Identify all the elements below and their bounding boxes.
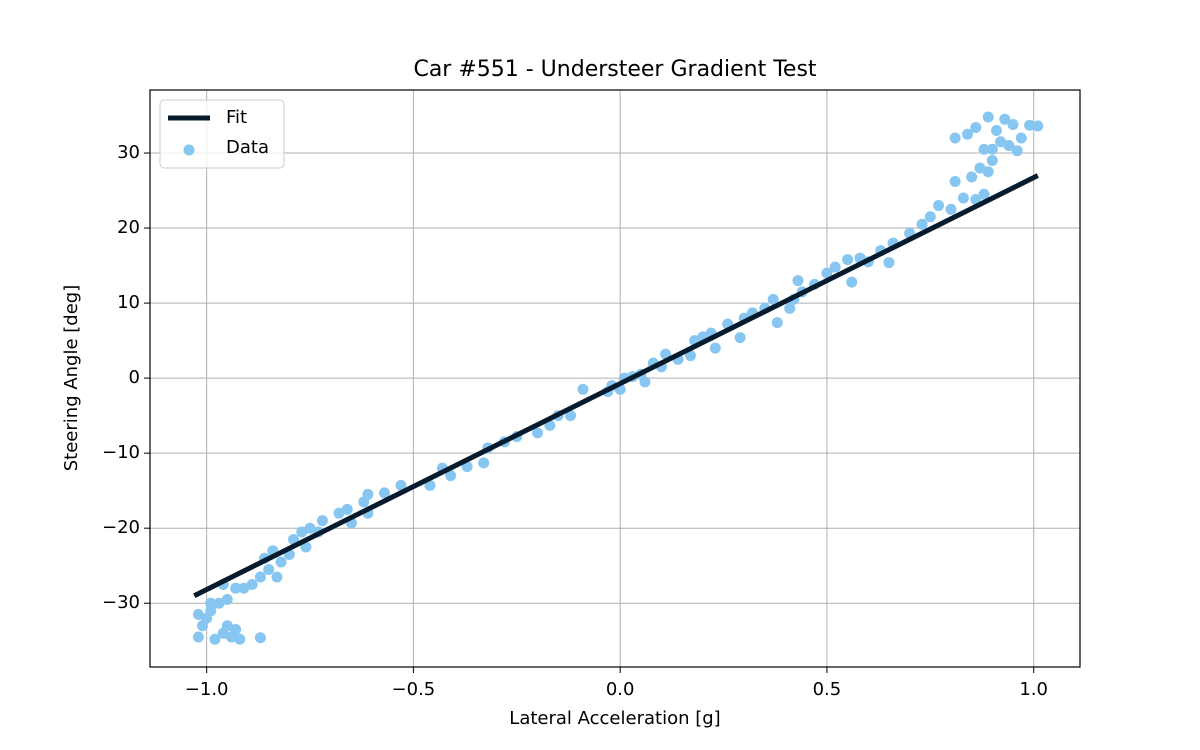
data-point (982, 166, 994, 178)
data-point (378, 487, 390, 499)
data-point (341, 503, 353, 515)
data-point (639, 376, 651, 388)
data-point (230, 582, 242, 594)
data-point (986, 155, 998, 167)
axes-frame (149, 89, 1081, 668)
data-point (684, 350, 696, 362)
data-point (1032, 120, 1044, 132)
data-point (949, 176, 961, 188)
data-point (978, 143, 990, 155)
legend-label: Fit (226, 107, 247, 128)
data-point (767, 293, 779, 305)
data-point (531, 427, 543, 439)
data-point (296, 526, 308, 538)
data-point (986, 143, 998, 155)
chart-title: Car #551 - Understeer Gradient Test (413, 57, 816, 82)
x-tick-label: 1.0 (1019, 679, 1048, 700)
legend-swatch (183, 144, 195, 156)
x-tick-label: −1.0 (185, 679, 229, 700)
data-point (846, 276, 858, 288)
data-point (478, 457, 490, 469)
data-point (978, 188, 990, 200)
data-point (246, 578, 258, 590)
data-point (1011, 145, 1023, 157)
data-point (957, 192, 969, 204)
data-point (883, 257, 895, 269)
data-point (445, 470, 457, 482)
data-point (962, 128, 974, 140)
data-point (238, 582, 250, 594)
data-point (221, 620, 233, 632)
data-point (982, 111, 994, 123)
y-tick-label: 10 (117, 292, 140, 313)
data-point (213, 597, 225, 609)
data-point (1015, 132, 1027, 144)
data-point (945, 203, 957, 215)
data-point (990, 125, 1002, 137)
data-point (916, 218, 928, 230)
data-point (995, 136, 1007, 148)
data-point (395, 479, 407, 491)
data-point (234, 633, 246, 645)
data-point (970, 122, 982, 134)
data-point (271, 571, 283, 583)
data-point (263, 563, 275, 575)
x-axis-label: Lateral Acceleration [g] (509, 708, 720, 729)
data-point (230, 623, 242, 635)
data-point (424, 479, 436, 491)
data-point (974, 162, 986, 174)
legend-label: Data (226, 137, 269, 158)
data-point (842, 254, 854, 266)
x-tick-label: 0.0 (606, 679, 635, 700)
y-tick-label: 0 (129, 367, 140, 388)
data-point (221, 593, 233, 605)
data-point (304, 522, 316, 534)
data-point (734, 332, 746, 344)
data-point (205, 597, 217, 609)
data-point (821, 267, 833, 279)
x-tick-label: −0.5 (392, 679, 436, 700)
data-point (792, 275, 804, 287)
y-axis-label: Steering Angle [deg] (61, 285, 82, 472)
data-point (924, 211, 936, 223)
data-point (1003, 140, 1015, 152)
data-point (565, 410, 577, 422)
data-point (1007, 119, 1019, 131)
data-point (275, 556, 287, 568)
data-point (949, 132, 961, 144)
data-point (933, 200, 945, 212)
data-point (209, 633, 221, 645)
data-point (192, 608, 204, 620)
fit-line (193, 173, 1039, 598)
y-tick-label: 20 (117, 217, 140, 238)
y-tick-label: −10 (102, 442, 140, 463)
data-point (784, 302, 796, 314)
data-point (1024, 119, 1036, 131)
y-tick-label: 30 (117, 142, 140, 163)
data-point (999, 113, 1011, 125)
y-tick-label: −20 (102, 517, 140, 538)
data-point (829, 261, 841, 273)
data-point (966, 171, 978, 183)
data-point (771, 317, 783, 329)
y-tick-label: −30 (102, 592, 140, 613)
data-point (316, 515, 328, 527)
data-point (709, 342, 721, 354)
data-point (333, 507, 345, 519)
data-point (254, 571, 266, 583)
data-point (577, 383, 589, 395)
data-point (254, 632, 266, 644)
x-tick-label: 0.5 (813, 679, 842, 700)
data-point (362, 488, 374, 500)
data-point (192, 631, 204, 643)
